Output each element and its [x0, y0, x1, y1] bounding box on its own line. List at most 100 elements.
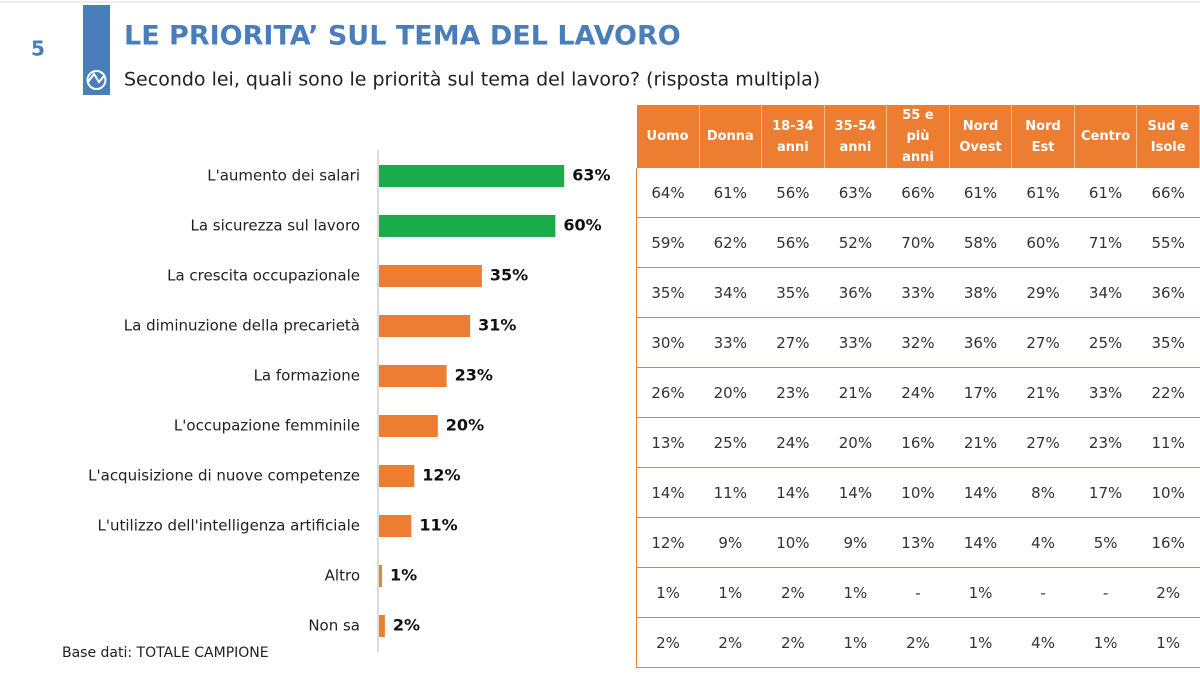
- table-cell: 14%: [949, 467, 1012, 518]
- table-cell: 36%: [1136, 267, 1200, 318]
- table-cell: 21%: [1011, 367, 1075, 418]
- column-header: Sud e Isole: [1136, 105, 1200, 168]
- table-cell: 66%: [886, 168, 950, 218]
- table-cell: 2%: [636, 617, 700, 668]
- table-cell: 33%: [1074, 367, 1137, 418]
- table-cell: -: [886, 567, 950, 618]
- value-label: 12%: [422, 466, 460, 485]
- table-cell: 52%: [824, 217, 887, 268]
- table-cell: 56%: [761, 168, 825, 218]
- bar: [379, 415, 438, 437]
- table-cell: 34%: [1074, 267, 1137, 318]
- table-cell: 11%: [1136, 417, 1200, 468]
- table-cell: 64%: [636, 168, 700, 218]
- title: LE PRIORITA’ SUL TEMA DEL LAVORO: [124, 21, 681, 52]
- table-row: 12% 9% 10% 9% 13% 14% 4% 5% 16%: [636, 517, 1200, 568]
- table-cell: 23%: [1074, 417, 1137, 468]
- table-cell: 36%: [824, 267, 887, 318]
- table-cell: 17%: [1074, 467, 1137, 518]
- logo: [86, 70, 107, 90]
- column-header: Nord Ovest: [949, 105, 1013, 168]
- table-cell: 5%: [1074, 517, 1137, 568]
- table-cell: 35%: [636, 267, 700, 318]
- logo-mark: [87, 72, 105, 84]
- table-cell: 16%: [1136, 517, 1200, 568]
- table-cell: 2%: [886, 617, 950, 668]
- table-cell: 9%: [824, 517, 887, 568]
- table-cell: 56%: [761, 217, 825, 268]
- bar: [379, 515, 412, 537]
- table-cell: 1%: [699, 567, 762, 618]
- table-cell: 13%: [886, 517, 950, 568]
- category-label: L'utilizzo dell'intelligenza artificiale: [97, 517, 360, 535]
- category-label: La sicurezza sul lavoro: [190, 217, 360, 235]
- table-cell: 33%: [824, 317, 887, 368]
- table-cell: 59%: [636, 217, 700, 268]
- table-cell: 63%: [824, 168, 887, 218]
- table-cell: 1%: [1136, 617, 1200, 668]
- bar: [379, 615, 385, 637]
- table-cell: 61%: [1074, 168, 1137, 218]
- table-cell: 1%: [824, 567, 887, 618]
- value-label: 63%: [572, 166, 610, 185]
- table-cell: 10%: [1136, 467, 1200, 518]
- table-row: 1% 1% 2% 1% -1% - -2%: [636, 567, 1200, 618]
- table-cell: 27%: [761, 317, 825, 368]
- table-row: 35% 34% 35% 36% 33% 38% 29% 34% 36%: [636, 267, 1200, 318]
- table-row: 2% 2% 2% 1% 2% 1% 4% 1% 1%: [636, 617, 1200, 668]
- table-cell: 62%: [699, 217, 762, 268]
- bar: [379, 165, 565, 187]
- table-row: 59% 62% 56% 52% 70% 58% 60% 71% 55%: [636, 217, 1200, 268]
- value-label: 23%: [455, 366, 493, 385]
- table-cell: 4%: [1011, 617, 1075, 668]
- table-cell: 33%: [699, 317, 762, 368]
- category-label: Altro: [325, 567, 360, 585]
- table-cell: 14%: [761, 467, 825, 518]
- table-cell: 70%: [886, 217, 950, 268]
- table-cell: 25%: [1074, 317, 1137, 368]
- table-cell: 24%: [886, 367, 950, 418]
- category-label: La diminuzione della precarietà: [124, 317, 360, 335]
- table-cell: 23%: [761, 367, 825, 418]
- table-cell: 32%: [886, 317, 950, 368]
- table-cell: 1%: [824, 617, 887, 668]
- table-cell: 1%: [949, 567, 1012, 618]
- page-number: 5: [31, 37, 45, 61]
- table-cell: 21%: [824, 367, 887, 418]
- table-cell: 10%: [886, 467, 950, 518]
- table-row: 26% 20% 23% 21% 24% 17% 21% 33% 22%: [636, 367, 1200, 418]
- table-cell: 2%: [699, 617, 762, 668]
- category-label: L'acquisizione di nuove competenze: [88, 467, 360, 485]
- value-label: 31%: [478, 316, 516, 335]
- table-row: 30% 33% 27% 33% 32% 36% 27% 25% 35%: [636, 317, 1200, 368]
- table-cell: 11%: [699, 467, 762, 518]
- table-cell: -: [1074, 567, 1137, 618]
- category-label: L'occupazione femminile: [174, 417, 360, 435]
- category-label: Non sa: [308, 617, 360, 635]
- table-cell: 21%: [949, 417, 1012, 468]
- table-cell: 60%: [1011, 217, 1075, 268]
- note: Base dati: TOTALE CAMPIONE: [62, 645, 269, 661]
- table-cell: 26%: [636, 367, 700, 418]
- table-cell: 36%: [949, 317, 1012, 368]
- bar: [379, 465, 415, 487]
- table-cell: 30%: [636, 317, 700, 368]
- value-label: 35%: [490, 266, 528, 285]
- table-cell: 4%: [1011, 517, 1075, 568]
- table-cell: 2%: [761, 617, 825, 668]
- table-cell: 1%: [636, 567, 700, 618]
- table-cell: 2%: [761, 567, 825, 618]
- column-header: 55 e più anni: [886, 105, 950, 168]
- bar: [379, 265, 482, 287]
- value-label: 20%: [446, 416, 484, 435]
- column-header: Nord Est: [1011, 105, 1075, 168]
- category-label: La formazione: [254, 367, 360, 385]
- value-label: 1%: [390, 566, 417, 585]
- table-cell: 16%: [886, 417, 950, 468]
- table-cell: 29%: [1011, 267, 1075, 318]
- table-cell: 71%: [1074, 217, 1137, 268]
- table-cell: 61%: [1011, 168, 1075, 218]
- table-cell: 38%: [949, 267, 1012, 318]
- table-cell: 14%: [636, 467, 700, 518]
